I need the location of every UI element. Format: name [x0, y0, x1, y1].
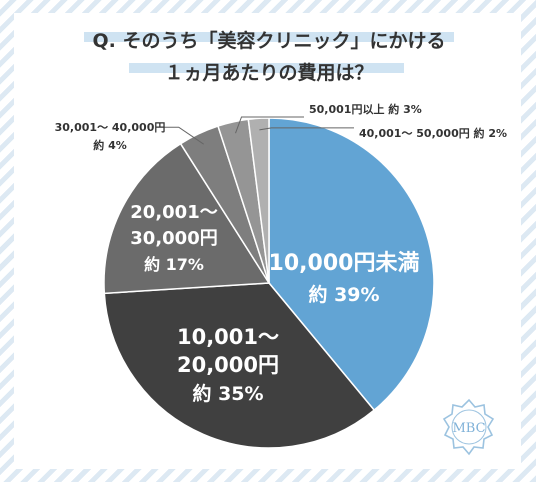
mbc-logo: MBC: [442, 398, 495, 456]
leader-line-6: [259, 127, 354, 131]
title-highlight-2: [129, 63, 404, 73]
pie-slices: [103, 117, 435, 449]
slice-label-under-10000-range: 10,000円未満: [269, 250, 420, 276]
slice-label-30001-40000: 30,001～ 40,000円 約 4%: [55, 121, 166, 152]
logo-inner-ring: [451, 409, 487, 445]
chart-card: Q. そのうち「美容クリニック」にかける １ヵ月あたりの費用は？ 10,000円…: [14, 13, 521, 469]
slice-label-under-10000: 10,000円未満 約 39%: [269, 250, 420, 306]
slice-label-10001-20000-line2: 20,000円: [177, 353, 279, 377]
chart-title-line1: Q. そのうち「美容クリニック」にかける: [93, 29, 446, 52]
slice-label-30001-40000-pct: 約 4%: [93, 138, 127, 152]
leader-line-4: [164, 126, 204, 145]
slice-label-40001-50000: 40,001～ 50,000円 約 2%: [359, 126, 507, 140]
leader-line-5: [235, 116, 304, 134]
slice-label-20001-30000-pct: 約 17%: [144, 255, 204, 274]
chart-title-line2: １ヵ月あたりの費用は？: [164, 61, 373, 84]
slice-label-20001-30000: 20,001～ 30,000円 約 17%: [130, 202, 217, 274]
pie-slice-2: [103, 282, 376, 449]
pie-slice-3: [103, 142, 271, 295]
slice-label-over-50001: 50,001円以上 約 3%: [309, 102, 422, 116]
slice-label-20001-30000-line2: 30,000円: [130, 228, 217, 249]
slice-label-10001-20000-pct: 約 35%: [192, 382, 263, 405]
pie-slice-6: [247, 117, 270, 284]
title-highlight-1: [84, 32, 454, 42]
slice-label-20001-30000-line1: 20,001～: [130, 202, 217, 223]
slice-label-10001-20000: 10,001～ 20,000円 約 35%: [177, 325, 279, 405]
slice-label-10001-20000-line1: 10,001～: [177, 325, 279, 349]
slice-label-under-10000-pct: 約 39%: [308, 283, 379, 306]
logo-text: MBC: [452, 421, 485, 436]
pie-chart: Q. そのうち「美容クリニック」にかける １ヵ月あたりの費用は？ 10,000円…: [55, 29, 507, 456]
pie-slice-1: [268, 117, 435, 412]
logo-badge-icon: [442, 398, 495, 456]
slice-label-30001-40000-range: 30,001～ 40,000円: [55, 121, 166, 134]
leader-lines: [164, 116, 354, 145]
